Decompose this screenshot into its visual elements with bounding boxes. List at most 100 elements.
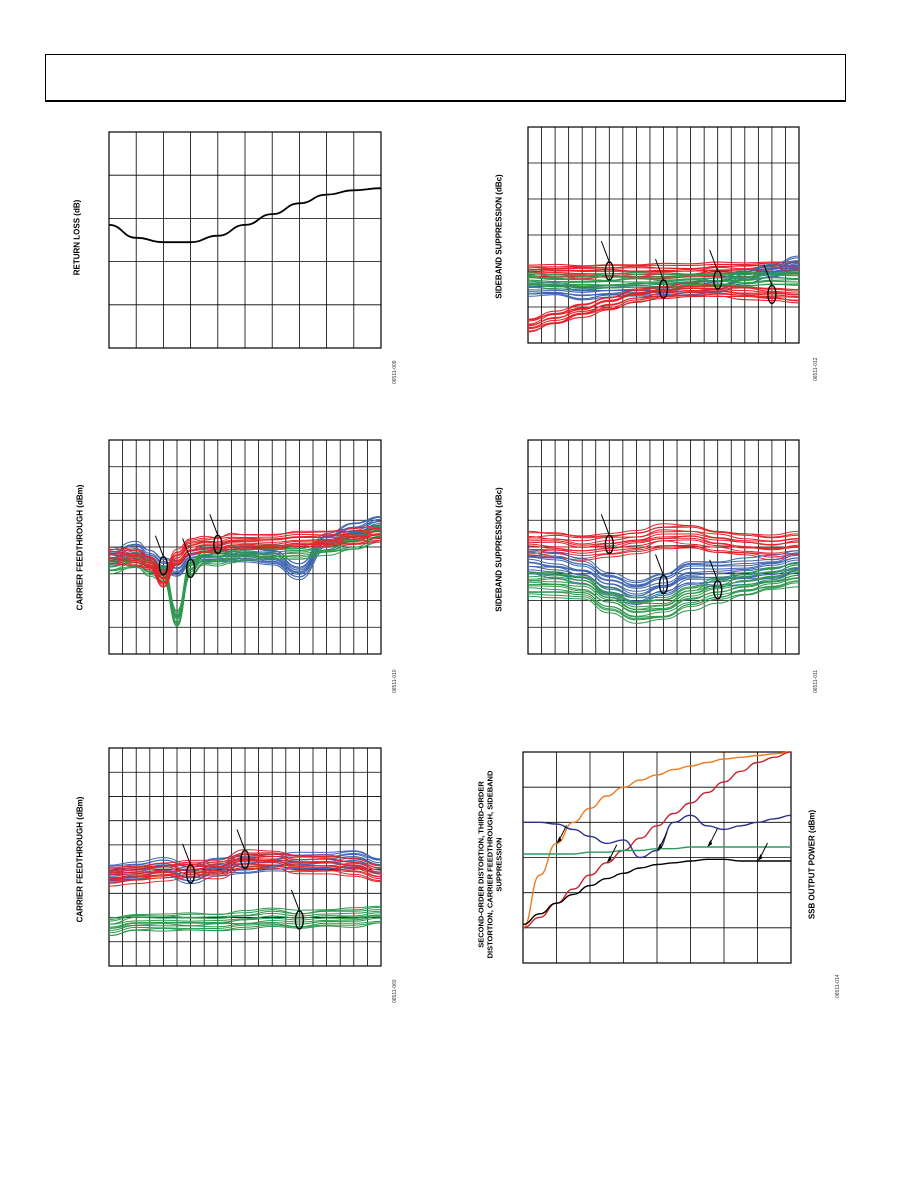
chart-sideband-suppression-1: [527, 126, 800, 344]
annotation-ellipse: [767, 284, 777, 305]
series-line: [523, 846, 791, 855]
series-trace: [108, 863, 382, 882]
series-trace: [108, 524, 382, 571]
series-trace: [527, 280, 800, 287]
arrowhead: [657, 843, 662, 851]
series-trace: [527, 260, 800, 268]
series-trace: [527, 556, 800, 588]
series-trace: [527, 277, 800, 284]
annotation-ellipse: [185, 558, 196, 579]
annotation-pointer: [290, 889, 300, 912]
series-trace: [527, 294, 800, 332]
annotation-pointer: [655, 554, 664, 576]
arrowhead: [556, 836, 562, 844]
series-trace: [527, 562, 800, 599]
series-trace: [527, 545, 800, 556]
series-trace: [527, 574, 800, 612]
series-line: [523, 814, 792, 859]
annotation-pointer: [709, 559, 719, 581]
series-trace: [527, 530, 800, 545]
y-axis-label: CARRIER FEEDTHROUGH (dBm): [75, 484, 85, 611]
annotation-ellipse: [185, 864, 196, 884]
series-trace: [108, 541, 382, 627]
series-trace: [108, 855, 382, 874]
series-trace: [527, 570, 800, 602]
series-trace: [527, 262, 800, 270]
annotation-ellipse: [213, 534, 223, 555]
y-axis-label: SIDEBAND SUPPRESSION (dBc): [494, 174, 504, 299]
series-trace: [527, 279, 800, 286]
arrowhead: [757, 854, 763, 862]
figure-id: 06511-060: [392, 979, 398, 1003]
series-trace: [108, 852, 382, 870]
series-trace: [527, 564, 800, 604]
series-trace: [108, 910, 382, 925]
figure-id: 06511-014: [835, 974, 841, 998]
series-trace: [527, 274, 800, 282]
series-trace: [527, 265, 800, 272]
y-axis-label-right: SSB OUTPUT POWER (dBm): [807, 809, 817, 920]
series-line: [108, 187, 382, 244]
arrowhead: [606, 855, 612, 863]
series-trace: [527, 287, 800, 322]
series-trace: [527, 535, 800, 550]
y-axis-label: RETURN LOSS (dB): [72, 199, 82, 276]
series-trace: [527, 547, 800, 561]
figure-id: 06511-009: [392, 360, 398, 384]
series-line: [522, 751, 792, 929]
series-trace: [108, 922, 382, 936]
series-line: [522, 751, 792, 929]
series-trace: [108, 922, 382, 937]
series-trace: [527, 549, 800, 582]
series-trace: [527, 289, 800, 327]
series-line: [522, 858, 791, 925]
series-trace: [528, 533, 800, 546]
series-trace: [108, 536, 382, 584]
series-trace: [527, 563, 800, 603]
series-trace: [108, 905, 382, 919]
annotation-pointer: [209, 514, 219, 536]
series-trace: [527, 580, 800, 620]
series-trace: [527, 554, 800, 587]
series-trace: [527, 270, 800, 277]
series-trace: [108, 534, 382, 583]
figure-id: 06511-012: [813, 357, 819, 381]
chart-distortion: [522, 751, 792, 964]
chart-carrier-feedthrough-2: [108, 747, 382, 967]
annotation-pointer: [600, 514, 610, 536]
series-trace: [527, 292, 800, 329]
series-trace: [527, 558, 800, 589]
annotation-ellipse: [240, 849, 250, 870]
annotation-pointer: [182, 538, 192, 560]
series-trace: [108, 850, 382, 868]
series-trace: [108, 920, 382, 934]
annotation-pointer: [655, 258, 664, 281]
annotation-pointer: [182, 843, 192, 866]
annotation-pointer: [763, 264, 773, 286]
series-trace: [527, 561, 800, 592]
series-trace: [527, 287, 800, 325]
series-trace: [527, 261, 800, 267]
series-trace: [527, 572, 800, 611]
annotation-pointer: [709, 249, 719, 272]
y-axis-label-left: SECOND-ORDER DISTORTION, THIRD-ORDER DIS…: [476, 770, 504, 959]
series-trace: [527, 273, 799, 280]
figure-id: 06511-010: [392, 669, 398, 693]
chart-sideband-suppression-2: [527, 439, 800, 655]
series-trace: [108, 906, 382, 920]
series-trace: [108, 539, 382, 587]
annotation-pointer: [236, 829, 246, 851]
series-trace: [527, 523, 800, 537]
series-trace: [108, 541, 382, 588]
y-axis-label: SIDEBAND SUPPRESSION (dBc): [494, 487, 504, 612]
series-trace: [108, 527, 382, 574]
series-trace: [108, 530, 382, 576]
series-trace: [527, 529, 800, 542]
arrowhead: [707, 839, 713, 847]
series-trace: [108, 859, 382, 879]
page-header-box: [45, 54, 846, 102]
series-trace: [527, 586, 800, 624]
annotation-pointer: [600, 240, 610, 263]
series-trace: [527, 570, 800, 608]
series-trace: [527, 577, 800, 617]
